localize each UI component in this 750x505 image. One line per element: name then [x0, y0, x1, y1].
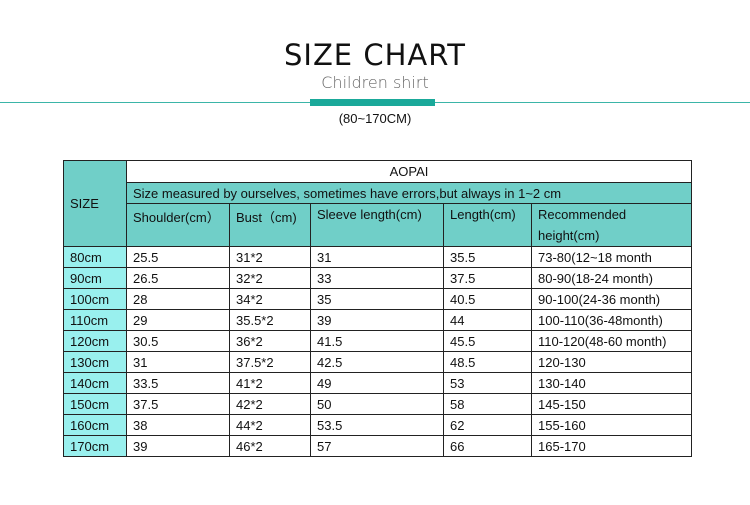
header-bust: Bust（cm) [229, 203, 311, 247]
value-cell: 29 [126, 309, 230, 331]
value-cell: 40.5 [443, 288, 532, 310]
value-cell: 50 [310, 393, 444, 415]
value-cell: 35.5*2 [229, 309, 311, 331]
value-cell: 36*2 [229, 330, 311, 352]
value-cell: 62 [443, 414, 532, 436]
value-cell: 45.5 [443, 330, 532, 352]
size-cell: 110cm [63, 309, 127, 331]
brand-cell: AOPAI [126, 160, 692, 183]
size-cell: 100cm [63, 288, 127, 310]
table-row: 160cm 38 44*2 53.5 62 155-160 [63, 414, 692, 436]
table-row: 80cm 25.5 31*2 31 35.5 73-80(12~18 month [63, 246, 692, 268]
value-cell: 42*2 [229, 393, 311, 415]
value-cell: 37.5 [126, 393, 230, 415]
table-row: 130cm 31 37.5*2 42.5 48.5 120-130 [63, 351, 692, 373]
value-cell: 130-140 [531, 372, 692, 394]
value-cell: 66 [443, 435, 532, 457]
value-cell: 58 [443, 393, 532, 415]
table-row: 90cm 26.5 32*2 33 37.5 80-90(18-24 month) [63, 267, 692, 289]
size-cell: 140cm [63, 372, 127, 394]
value-cell: 33.5 [126, 372, 230, 394]
value-cell: 42.5 [310, 351, 444, 373]
table-row: 150cm 37.5 42*2 50 58 145-150 [63, 393, 692, 415]
value-cell: 39 [126, 435, 230, 457]
size-cell: 130cm [63, 351, 127, 373]
value-cell: 25.5 [126, 246, 230, 268]
value-cell: 39 [310, 309, 444, 331]
note-cell: Size measured by ourselves, sometimes ha… [126, 182, 692, 204]
value-cell: 41.5 [310, 330, 444, 352]
page-title: SIZE CHART [283, 38, 467, 72]
size-cell: 150cm [63, 393, 127, 415]
value-cell: 90-100(24-36 month) [531, 288, 692, 310]
value-cell: 33 [310, 267, 444, 289]
subtitle: Children shirt [321, 73, 429, 92]
size-cell: 120cm [63, 330, 127, 352]
header-length: Length(cm) [443, 203, 532, 247]
value-cell: 41*2 [229, 372, 311, 394]
table-row: 100cm 28 34*2 35 40.5 90-100(24-36 month) [63, 288, 692, 310]
value-cell: 48.5 [443, 351, 532, 373]
value-cell: 73-80(12~18 month [531, 246, 692, 268]
value-cell: 120-130 [531, 351, 692, 373]
value-cell: 53.5 [310, 414, 444, 436]
header-height: Recommended height(cm) [531, 203, 692, 247]
value-cell: 165-170 [531, 435, 692, 457]
table-row: 140cm 33.5 41*2 49 53 130-140 [63, 372, 692, 394]
value-cell: 31 [126, 351, 230, 373]
size-cell: 170cm [63, 435, 127, 457]
value-cell: 145-150 [531, 393, 692, 415]
value-cell: 38 [126, 414, 230, 436]
value-cell: 53 [443, 372, 532, 394]
table-row: 120cm 30.5 36*2 41.5 45.5 110-120(48-60 month… [63, 330, 692, 352]
size-range: (80~170CM) [338, 111, 412, 126]
value-cell: 35.5 [443, 246, 532, 268]
value-cell: 46*2 [229, 435, 311, 457]
value-cell: 57 [310, 435, 444, 457]
size-header: SIZE [63, 160, 127, 247]
size-cell: 80cm [63, 246, 127, 268]
value-cell: 28 [126, 288, 230, 310]
value-cell: 155-160 [531, 414, 692, 436]
value-cell: 44 [443, 309, 532, 331]
value-cell: 44*2 [229, 414, 311, 436]
value-cell: 34*2 [229, 288, 311, 310]
value-cell: 49 [310, 372, 444, 394]
value-cell: 80-90(18-24 month) [531, 267, 692, 289]
accent-bar [310, 99, 435, 106]
value-cell: 37.5*2 [229, 351, 311, 373]
value-cell: 30.5 [126, 330, 230, 352]
value-cell: 35 [310, 288, 444, 310]
value-cell: 26.5 [126, 267, 230, 289]
value-cell: 100-110(36-48month) [531, 309, 692, 331]
header-shoulder: Shoulder(cm） [126, 203, 230, 247]
size-table: SIZE AOPAI Size measured by ourselves, s… [63, 160, 692, 457]
value-cell: 32*2 [229, 267, 311, 289]
value-cell: 31*2 [229, 246, 311, 268]
value-cell: 37.5 [443, 267, 532, 289]
value-cell: 110-120(48-60 month) [531, 330, 692, 352]
size-cell: 90cm [63, 267, 127, 289]
size-cell: 160cm [63, 414, 127, 436]
value-cell: 31 [310, 246, 444, 268]
header-sleeve: Sleeve length(cm) [310, 203, 444, 247]
table-row: 110cm 29 35.5*2 39 44 100-110(36-48month) [63, 309, 692, 331]
table-row: 170cm 39 46*2 57 66 165-170 [63, 435, 692, 457]
